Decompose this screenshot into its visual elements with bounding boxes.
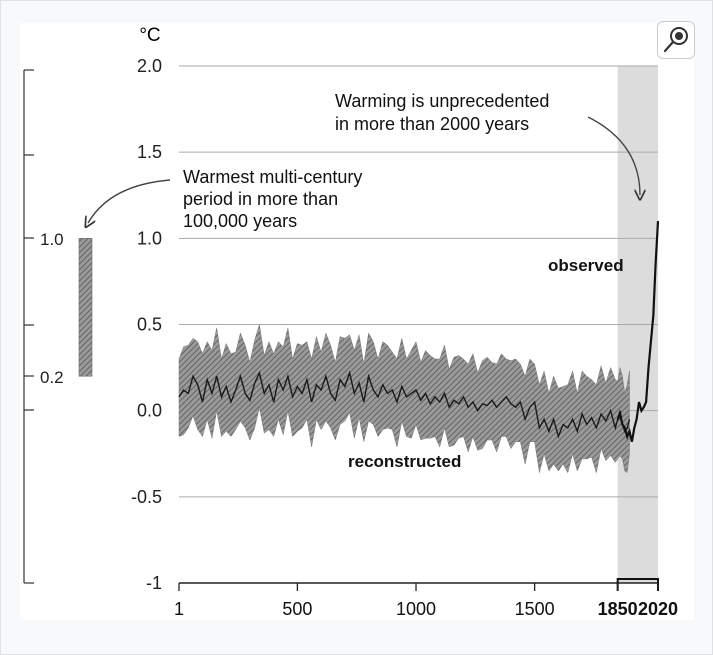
x-tick-label: 500 — [282, 599, 312, 619]
unprecedented-annotation-line2: in more than 2000 years — [335, 114, 529, 134]
reconstructed-line — [178, 370, 631, 439]
x-tick-label: 1 — [174, 599, 184, 619]
y-tick-labels: 2.0 1.5 1.0 0.5 0.0 -0.5 -1 — [131, 56, 162, 593]
temperature-chart: 2.01.51.00.50.0-0.5-1 °C 1 500 1000 1500 185… — [23, 25, 678, 619]
unprecedented-arrow — [587, 116, 640, 195]
magnifier-icon — [663, 27, 688, 53]
uncertainty-band — [178, 324, 630, 474]
zoom-button[interactable] — [657, 21, 695, 59]
y-tick-label: 1.0 — [137, 228, 162, 248]
y-tick-label: -1 — [146, 573, 162, 593]
warmest-annotation-line2: period in more than — [183, 189, 338, 209]
y-tick-label: 0.5 — [137, 315, 162, 335]
y-tick-label: 0.0 — [137, 401, 162, 421]
warmest-annotation-line1: Warmest multi-century — [183, 167, 362, 187]
warmest-annotation-line3: 100,000 years — [183, 211, 297, 231]
y-tick-label: 2.0 — [137, 56, 162, 76]
x-axis — [178, 578, 659, 591]
paleo-label-high: 1.0 — [40, 230, 64, 249]
x-tick-label: 1000 — [396, 599, 436, 619]
gridlines — [179, 65, 658, 498]
unprecedented-annotation-line1: Warming is unprecedented — [335, 91, 549, 111]
y-tick-label: 1.5 — [137, 142, 162, 162]
x-tick-label: 2020 — [638, 599, 678, 619]
x-tick-labels: 1 500 1000 1500 1850 2020 — [174, 599, 678, 619]
paleo-label-low: 0.2 — [40, 368, 64, 387]
observed-label: observed — [548, 256, 624, 275]
paleo-range: 1.0 0.2 — [23, 69, 93, 584]
y-tick-label: -0.5 — [131, 487, 162, 507]
x-tick-label: 1500 — [515, 599, 555, 619]
reconstructed-label: reconstructed — [348, 452, 461, 471]
x-tick-label: 1850 — [598, 599, 638, 619]
warmest-arrow — [88, 179, 171, 223]
chart-figure: 2.0 1.5 1.0 0.5 0.0 -0.5 -1 °C 1 500 1000 1500 185… — [20, 23, 694, 620]
y-axis-unit: °C — [139, 25, 160, 46]
observed-line — [616, 221, 660, 442]
paleo-bar — [78, 238, 93, 377]
